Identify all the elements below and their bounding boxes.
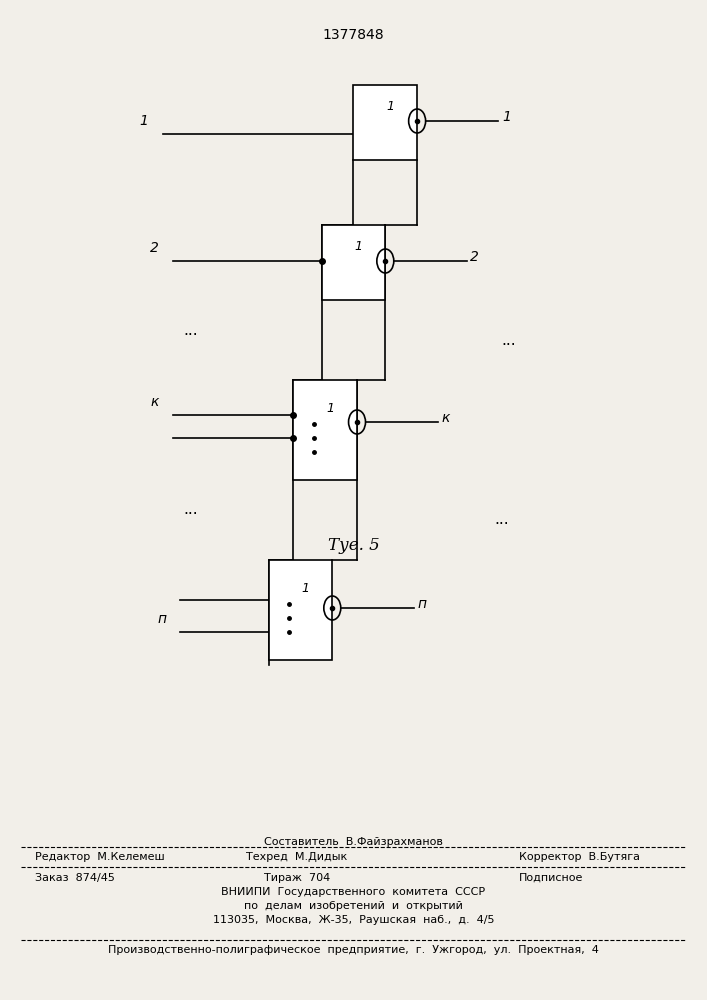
Text: по  делам  изобретений  и  открытий: по делам изобретений и открытий <box>244 901 463 911</box>
Text: Редактор  М.Келемеш: Редактор М.Келемеш <box>35 852 165 862</box>
Text: Τуе. 5: Τуе. 5 <box>327 536 380 554</box>
Text: Заказ  874/45: Заказ 874/45 <box>35 873 115 883</box>
Text: 1: 1 <box>387 100 395 112</box>
Text: 2: 2 <box>470 250 479 264</box>
Text: 1: 1 <box>327 401 334 414</box>
Text: 113035,  Москва,  Ж-35,  Раушская  наб.,  д.  4/5: 113035, Москва, Ж-35, Раушская наб., д. … <box>213 915 494 925</box>
Text: ...: ... <box>184 323 198 338</box>
Text: к: к <box>151 395 159 409</box>
Text: Корректор  В.Бутяга: Корректор В.Бутяга <box>519 852 641 862</box>
Text: Тираж  704: Тираж 704 <box>264 873 330 883</box>
Text: 1: 1 <box>302 581 310 594</box>
Text: п: п <box>157 612 166 626</box>
Text: 1: 1 <box>355 239 363 252</box>
Text: 2: 2 <box>150 241 159 255</box>
Text: ВНИИПИ  Государственного  комитета  СССР: ВНИИПИ Государственного комитета СССР <box>221 887 486 897</box>
Text: ...: ... <box>495 512 509 527</box>
FancyBboxPatch shape <box>293 380 357 480</box>
Text: 1: 1 <box>502 110 511 124</box>
Text: Составитель  В.Файзрахманов: Составитель В.Файзрахманов <box>264 837 443 847</box>
Text: к: к <box>442 411 450 425</box>
Text: п: п <box>417 597 426 611</box>
FancyBboxPatch shape <box>354 85 417 160</box>
Text: 1377848: 1377848 <box>322 28 385 42</box>
Text: ...: ... <box>184 502 198 518</box>
Text: ...: ... <box>502 333 516 348</box>
Text: 1: 1 <box>139 114 148 128</box>
FancyBboxPatch shape <box>269 560 332 660</box>
FancyBboxPatch shape <box>322 225 385 300</box>
Text: Техред  М.Дидык: Техред М.Дидык <box>246 852 348 862</box>
Text: Производственно-полиграфическое  предприятие,  г.  Ужгород,  ул.  Проектная,  4: Производственно-полиграфическое предприя… <box>108 945 599 955</box>
Text: Подписное: Подписное <box>519 873 584 883</box>
